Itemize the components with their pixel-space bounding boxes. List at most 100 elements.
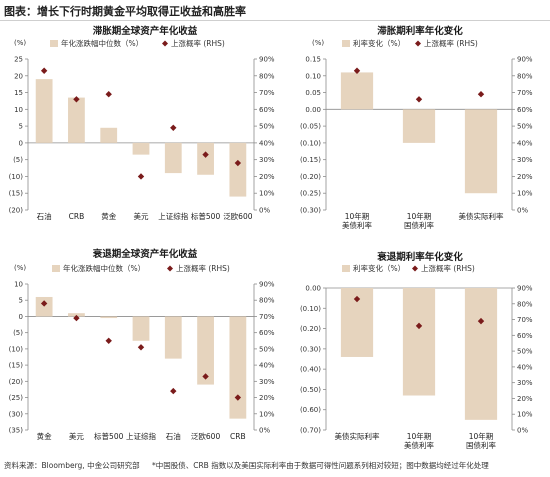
category-label-line: 美债利率 bbox=[342, 220, 372, 230]
legend-bar-label: 利率变化（%） bbox=[353, 263, 405, 273]
legend-dot-label: 上涨概率 (RHS) bbox=[176, 263, 230, 273]
legend-bar-label: 年化涨跌幅中位数（%） bbox=[61, 38, 143, 48]
category-label-line: 10年期 bbox=[345, 211, 370, 221]
right-tick-label: 0% bbox=[259, 427, 270, 435]
legend-bar-swatch bbox=[342, 40, 350, 47]
left-tick-label: (0.10) bbox=[300, 139, 321, 147]
probability-point bbox=[415, 96, 423, 103]
right-tick-label: 30% bbox=[259, 156, 275, 164]
chart-legend: 年化涨跌幅中位数（%） 上涨概率 (RHS) bbox=[50, 38, 225, 48]
category-label-line: CRB bbox=[69, 212, 85, 221]
right-tick-label: 0% bbox=[517, 427, 528, 435]
left-tick-label: (0.20) bbox=[300, 325, 321, 333]
right-tick-label: 40% bbox=[259, 362, 275, 370]
category-label: 10年期美债利率 bbox=[342, 211, 372, 230]
chart-svg: 滞胀期利率年化变化 (%) 利率变化（%） 上涨概率 (RHS) (0.30) (0.25… bbox=[300, 25, 533, 230]
probability-point bbox=[234, 159, 242, 167]
bar bbox=[100, 316, 118, 319]
right-tick-label: 70% bbox=[259, 313, 275, 321]
probability-point bbox=[73, 96, 80, 103]
category-label-line: 上证综指 bbox=[158, 211, 188, 221]
category-label: 上证综指 bbox=[126, 431, 156, 441]
probability-point bbox=[202, 373, 209, 380]
probability-point bbox=[353, 295, 361, 303]
left-tick-label: (0.05) bbox=[300, 123, 321, 131]
right-tick-label: 30% bbox=[517, 156, 533, 164]
legend-dot-swatch bbox=[167, 265, 173, 272]
chart-svg: 衰退期全球资产年化收益 (%) 年化涨跌幅中位数（%） 上涨概率 (RHS) (35) (… bbox=[9, 248, 275, 441]
left-axis-unit: (%) bbox=[14, 264, 26, 272]
left-tick-label: (20) bbox=[9, 207, 24, 215]
left-tick-label: 15 bbox=[14, 89, 23, 97]
category-label-line: 国债利率 bbox=[466, 440, 496, 450]
probability-point bbox=[137, 173, 145, 180]
category-label: 美债实际利率 bbox=[459, 211, 504, 221]
category-label: 标普500 bbox=[94, 431, 124, 441]
category-label-line: 10年期 bbox=[469, 431, 494, 441]
left-tick-label: (0.60) bbox=[300, 406, 321, 414]
right-tick-label: 10% bbox=[259, 190, 275, 198]
legend-dot-label: 上涨概率 (RHS) bbox=[421, 263, 475, 273]
probability-point bbox=[137, 344, 145, 351]
category-label-line: 泛欧600 bbox=[223, 211, 253, 221]
right-tick-label: 40% bbox=[259, 139, 275, 147]
left-tick-label: (0.15) bbox=[300, 156, 321, 164]
bar bbox=[132, 142, 150, 155]
bar bbox=[197, 142, 214, 175]
category-label-line: 黄金 bbox=[101, 211, 116, 221]
chart-title: 滞胀期利率年化变化 bbox=[377, 25, 463, 37]
left-tick-label: (0.70) bbox=[300, 427, 321, 435]
left-tick-label: (0.10) bbox=[300, 305, 321, 313]
right-tick-label: 80% bbox=[259, 297, 275, 305]
left-tick-label: 0.10 bbox=[305, 72, 321, 80]
figure-title: 图表：增长下行时期黄金平均取得正收益和高胜率 bbox=[4, 5, 246, 18]
category-label: 泛欧600 bbox=[223, 211, 253, 221]
category-label: 黄金 bbox=[37, 431, 52, 441]
right-tick-label: 50% bbox=[259, 345, 275, 353]
category-label-line: 10年期 bbox=[407, 211, 432, 221]
bar bbox=[464, 109, 498, 194]
category-label-line: 黄金 bbox=[37, 431, 52, 441]
left-tick-label: 10 bbox=[14, 106, 23, 114]
category-label: 10年期美债利率 bbox=[404, 431, 434, 450]
legend-bar-label: 利率变化（%） bbox=[353, 38, 405, 48]
legend-bar-swatch bbox=[50, 40, 58, 47]
right-tick-label: 10% bbox=[517, 190, 533, 198]
left-tick-label: (35) bbox=[9, 427, 24, 435]
probability-point bbox=[477, 317, 485, 325]
category-label: 美元 bbox=[134, 211, 149, 221]
chart-legend: 利率变化（%） 上涨概率 (RHS) bbox=[342, 38, 478, 48]
category-label-line: 国债利率 bbox=[404, 220, 434, 230]
left-axis-unit: (%) bbox=[312, 39, 324, 47]
probability-point bbox=[202, 151, 209, 158]
legend-dot-label: 上涨概率 (RHS) bbox=[171, 38, 225, 48]
probability-point bbox=[234, 394, 242, 401]
right-tick-label: 20% bbox=[517, 173, 533, 181]
probability-point bbox=[477, 91, 485, 98]
legend-bar-swatch bbox=[52, 265, 60, 272]
left-tick-label: (10) bbox=[9, 345, 24, 353]
chart-svg: 滞胀期全球资产年化收益 (%) 年化涨跌幅中位数（%） 上涨概率 (RHS) (20) (… bbox=[9, 25, 275, 221]
left-tick-label: 20 bbox=[14, 72, 23, 80]
left-tick-label: 0.05 bbox=[305, 89, 321, 97]
left-tick-label: (10) bbox=[9, 173, 24, 181]
left-tick-label: 5 bbox=[19, 123, 23, 131]
left-tick-label: (30) bbox=[9, 410, 24, 418]
left-tick-label: (15) bbox=[9, 362, 24, 370]
left-tick-label: (15) bbox=[9, 190, 24, 198]
probability-point bbox=[40, 300, 48, 307]
category-label: 10年期国债利率 bbox=[404, 211, 434, 230]
bar bbox=[35, 79, 53, 143]
bar bbox=[340, 72, 374, 110]
category-label-line: 标普500 bbox=[191, 211, 221, 221]
legend-bar-label: 年化涨跌幅中位数（%） bbox=[63, 263, 145, 273]
right-tick-label: 50% bbox=[517, 123, 533, 131]
category-label-line: 泛欧600 bbox=[191, 431, 221, 441]
footnote: *中国股债、CRB 指数以及美国实际利率由于数据可得性问题系列相对较短；图中数据… bbox=[151, 461, 489, 470]
left-tick-label: 10 bbox=[14, 281, 23, 289]
probability-point bbox=[105, 337, 112, 344]
left-tick-label: (0.20) bbox=[300, 173, 321, 181]
category-label-line: 美债实际利率 bbox=[335, 431, 380, 441]
legend-bar-swatch bbox=[342, 265, 350, 272]
left-tick-label: (5) bbox=[13, 156, 23, 164]
